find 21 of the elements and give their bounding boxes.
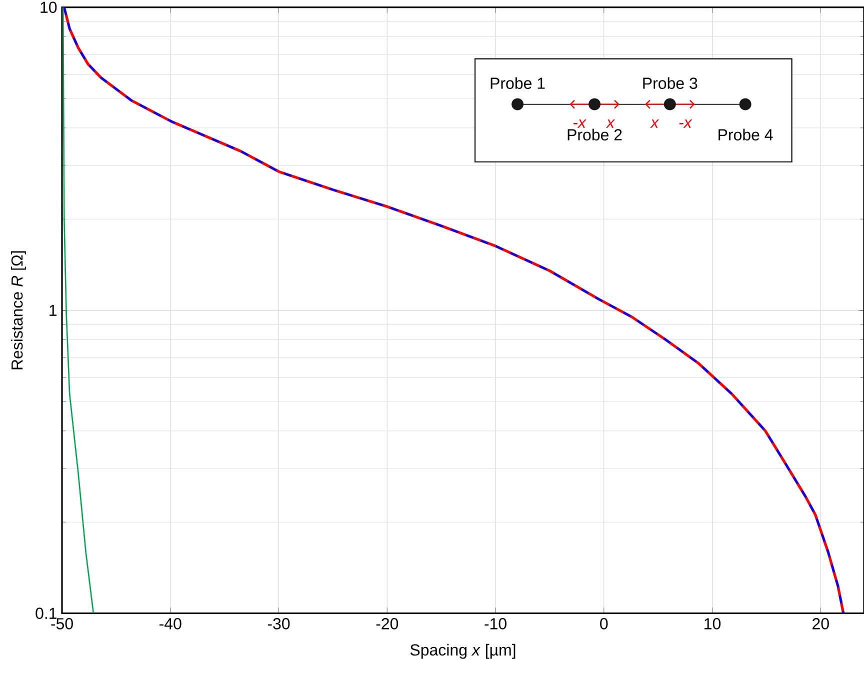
annotation: Probe 2 <box>568 128 622 141</box>
x-tick-label: -20 <box>376 618 398 630</box>
x-tick-label: -50 <box>51 618 73 630</box>
annotation: x <box>606 120 616 128</box>
y-tick-label: 10 <box>40 2 57 14</box>
x-tick-label: -10 <box>484 618 506 630</box>
x-tick-label: 0 <box>600 618 608 630</box>
x-tick-label: -40 <box>160 618 182 630</box>
annotation: -x <box>679 120 692 128</box>
annotation: Probe 4 <box>718 128 773 141</box>
y-axis-title: Resistance R [Ω] <box>10 251 26 370</box>
x-axis-title: Spacing x [µm] <box>410 644 516 659</box>
y-tick-label: 1 <box>50 305 57 316</box>
annotation: -x <box>573 120 586 128</box>
x-tick-label: -30 <box>268 618 290 630</box>
annotation: x <box>650 120 660 128</box>
y-tick-label: 0.1 <box>36 608 57 620</box>
annotation: Probe 3 <box>643 77 698 90</box>
x-tick-label: 20 <box>812 618 829 630</box>
annotation: Probe 1 <box>490 77 545 90</box>
x-tick-label: 10 <box>704 618 721 630</box>
